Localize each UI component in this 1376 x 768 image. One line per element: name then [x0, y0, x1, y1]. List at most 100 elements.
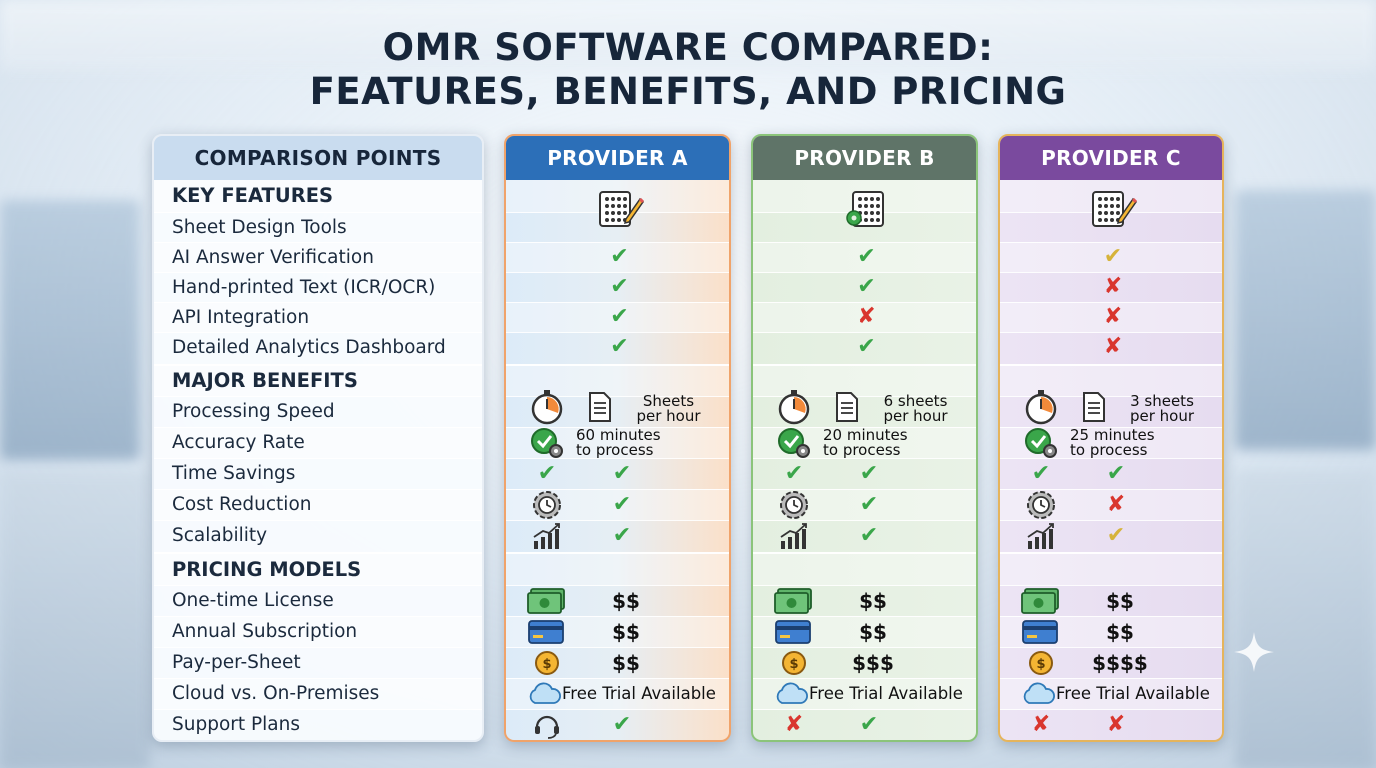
provider-row: [753, 364, 976, 396]
provider-header: PROVIDER A: [506, 136, 729, 180]
section-label-features: KEY FEATURES: [172, 184, 334, 207]
row-label: Cloud vs. On-Premises: [172, 683, 380, 704]
provider-row: [506, 552, 729, 585]
check-icon: ✔: [610, 334, 629, 359]
provider-row: [1000, 458, 1222, 489]
check-icon: ✔: [612, 711, 632, 737]
provider-panel: PROVIDER C ✔ ✘ ✘ ✘ 3 sheets per hour 25 min…: [998, 134, 1224, 742]
check-icon: ✔: [612, 460, 632, 486]
cloud-text: Free Trial Available: [1056, 684, 1210, 703]
check-icon: ✔: [1106, 522, 1126, 548]
provider-row: [506, 396, 729, 427]
annual-price: $$: [1106, 619, 1134, 644]
check-gear-icon: [775, 426, 813, 460]
speed-line-1: Sheets: [642, 392, 695, 410]
provider-row: [506, 302, 729, 332]
provider-row: [753, 585, 976, 616]
provider-row: [753, 272, 976, 302]
section-label-pricing: PRICING MODELS: [172, 558, 362, 581]
provider-row: [506, 520, 729, 551]
provider-row: [753, 647, 976, 678]
provider-row: [753, 552, 976, 585]
check-icon: ✔: [784, 460, 804, 486]
cross-icon: ✘: [1103, 274, 1123, 299]
provider-row: [1000, 242, 1222, 272]
gear-clock-icon: [528, 489, 566, 520]
check-icon: ✔: [1103, 244, 1123, 269]
row-label: Time Savings: [172, 463, 296, 484]
provider-row: [1000, 302, 1222, 332]
speed-text: 6 sheets per hour: [857, 392, 974, 426]
row-cost-reduction: Cost Reduction: [154, 489, 482, 520]
headset-icon: [528, 709, 566, 740]
one-time-price: $$: [1106, 588, 1134, 613]
check-icon: ✔: [612, 491, 632, 517]
check-icon: ✔: [612, 522, 632, 548]
speed-line-1: 6 sheets: [883, 392, 948, 410]
check-icon: ✔: [859, 711, 879, 737]
bar-chart-icon: [528, 520, 566, 551]
provider-row: [506, 709, 729, 740]
cross-icon: ✘: [1103, 304, 1123, 329]
credit-card-icon: [1018, 616, 1062, 647]
provider-row: [753, 396, 976, 427]
pay-per-sheet-price: $$$: [852, 650, 894, 675]
row-time-savings: Time Savings: [154, 458, 482, 489]
check-icon: ✔: [610, 274, 629, 299]
bar-chart-icon: [775, 520, 813, 551]
provider-row: [506, 458, 729, 489]
comparison-points-header: COMPARISON POINTS: [154, 136, 482, 180]
check-icon: ✔: [859, 522, 879, 548]
row-label: Cost Reduction: [172, 494, 312, 515]
check-icon: ✔: [537, 460, 557, 486]
comparison-points-panel: COMPARISON POINTS KEY FEATURES Sheet Des…: [152, 134, 484, 742]
coin-icon: $: [528, 647, 566, 678]
row-ai-verification: AI Answer Verification: [154, 242, 482, 272]
row-sheet-design: Sheet Design Tools: [154, 212, 482, 242]
pay-per-sheet-price: $$: [612, 650, 640, 675]
row-label: One-time License: [172, 590, 334, 611]
credit-card-icon: [771, 616, 815, 647]
accuracy-line-1: 60 minutes: [576, 426, 661, 444]
provider-row: [1000, 520, 1222, 551]
row-label: Detailed Analytics Dashboard: [172, 337, 446, 358]
check-icon: ✔: [857, 244, 876, 269]
one-time-price: $$: [612, 588, 640, 613]
cash-icon: [1018, 585, 1062, 616]
accuracy-text: 25 minutes to process: [1070, 426, 1206, 460]
provider-row: [1000, 585, 1222, 616]
document-icon: [1080, 391, 1108, 423]
check-icon: ✔: [1031, 460, 1051, 486]
cloud-icon: [1018, 678, 1058, 709]
provider-row: [506, 242, 729, 272]
title-line-2: FEATURES, BENEFITS, AND PRICING: [309, 70, 1067, 113]
provider-row: [1000, 332, 1222, 362]
grid-gear-icon: [841, 186, 893, 232]
section-label-benefits: MAJOR BENEFITS: [172, 369, 358, 392]
provider-row: [506, 647, 729, 678]
annual-price: $$: [859, 619, 887, 644]
accuracy-line-2: to process: [823, 441, 901, 459]
row-label: Support Plans: [172, 714, 301, 735]
cross-icon: ✘: [784, 711, 804, 737]
provider-row: [1000, 552, 1222, 585]
check-icon: ✔: [859, 460, 879, 486]
gear-clock-icon: [1022, 489, 1060, 520]
accuracy-line-1: 20 minutes: [823, 426, 908, 444]
provider-row: [506, 332, 729, 362]
row-label: Hand-printed Text (ICR/OCR): [172, 277, 436, 298]
annual-price: $$: [612, 619, 640, 644]
accuracy-text: 60 minutes to process: [576, 426, 713, 460]
accuracy-line-2: to process: [1070, 441, 1148, 459]
check-icon: ✔: [1106, 460, 1126, 486]
section-row-features: KEY FEATURES: [154, 180, 482, 212]
svg-text:$: $: [542, 657, 551, 672]
speed-text: 3 sheets per hour: [1104, 392, 1220, 426]
speed-line-2: per hour: [883, 407, 948, 425]
row-label: Scalability: [172, 525, 268, 546]
provider-row: [753, 302, 976, 332]
cash-icon: [524, 585, 568, 616]
row-label: Accuracy Rate: [172, 432, 305, 453]
credit-card-icon: [524, 616, 568, 647]
cloud-text: Free Trial Available: [562, 684, 716, 703]
